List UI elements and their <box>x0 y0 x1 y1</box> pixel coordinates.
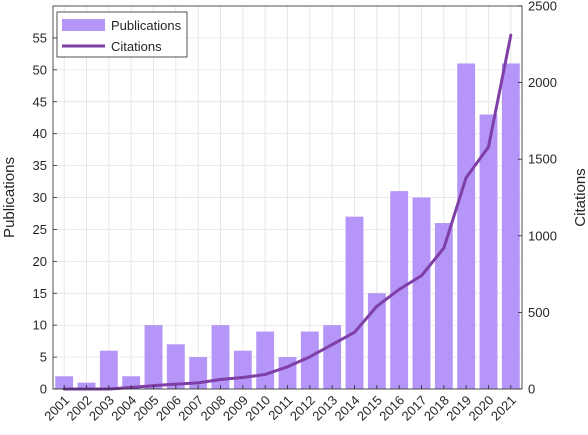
y2-tick-label: 0 <box>528 382 535 397</box>
y-tick-label: 45 <box>33 94 47 109</box>
citations-line <box>62 33 513 391</box>
bar-2015 <box>367 293 386 389</box>
bar-2012 <box>300 331 319 389</box>
y2-tick-label: 500 <box>528 305 550 320</box>
y2-tick-label: 1000 <box>528 228 557 243</box>
y-axis-label: Publications <box>1 157 18 238</box>
y-tick-label: 5 <box>40 350 47 365</box>
y-tick-label: 30 <box>33 190 47 205</box>
y2-axis-label: Citations <box>572 168 588 226</box>
bar-2020 <box>479 114 498 390</box>
y-tick-label: 55 <box>33 30 47 45</box>
y-tick-label: 25 <box>33 222 47 237</box>
legend-label-citations: Citations <box>111 39 162 54</box>
y2-tick-label: 1500 <box>528 152 557 167</box>
bar-2017 <box>412 197 431 389</box>
y-tick-label: 35 <box>33 158 47 173</box>
y-tick-label: 15 <box>33 286 47 301</box>
bar-2006 <box>166 344 185 389</box>
legend-label-publications: Publications <box>111 18 182 33</box>
legend-swatch-publications <box>62 19 105 31</box>
bar-2008 <box>211 325 230 389</box>
y-tick-label: 40 <box>33 126 47 141</box>
bar-2018 <box>434 223 453 389</box>
bar-2014 <box>345 216 364 389</box>
y2-tick-label: 2000 <box>528 75 557 90</box>
bar-2019 <box>457 63 476 389</box>
x-tick-label: 2021 <box>488 393 519 424</box>
bar-2001 <box>55 376 74 389</box>
y-tick-label: 50 <box>33 62 47 77</box>
y-tick-label: 0 <box>40 382 47 397</box>
bar-2010 <box>256 331 275 389</box>
y2-tick-label: 2500 <box>528 0 557 14</box>
bar-2009 <box>233 350 252 389</box>
bar-2005 <box>144 325 163 389</box>
bar-2003 <box>99 350 118 389</box>
bar-2021 <box>501 63 520 389</box>
bar-2013 <box>323 325 342 389</box>
y-tick-label: 10 <box>33 318 47 333</box>
y-tick-label: 20 <box>33 254 47 269</box>
bar-2011 <box>278 357 297 389</box>
